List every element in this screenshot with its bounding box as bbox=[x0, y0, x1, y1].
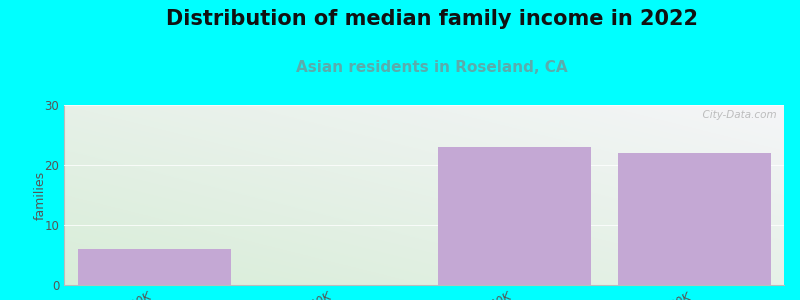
Text: City-Data.com: City-Data.com bbox=[696, 110, 777, 120]
Text: Asian residents in Roseland, CA: Asian residents in Roseland, CA bbox=[296, 60, 568, 75]
Bar bbox=[78, 249, 230, 285]
Bar bbox=[618, 153, 770, 285]
Y-axis label: families: families bbox=[34, 170, 46, 220]
Bar bbox=[438, 147, 590, 285]
Text: Distribution of median family income in 2022: Distribution of median family income in … bbox=[166, 9, 698, 29]
